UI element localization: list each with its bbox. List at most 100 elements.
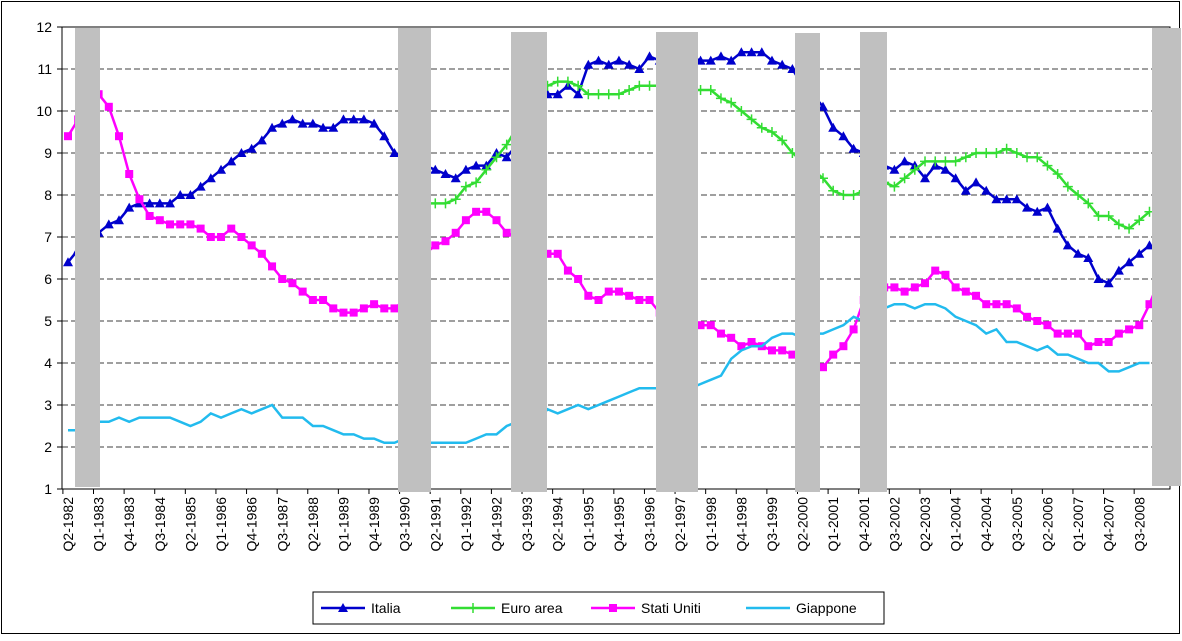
marker: [154, 198, 165, 208]
x-tick-label: Q3-1993: [519, 497, 535, 552]
marker: [217, 233, 226, 241]
marker: [1011, 148, 1022, 158]
marker: [1124, 257, 1135, 267]
legend-label: Euro area: [501, 600, 563, 616]
marker: [767, 346, 776, 355]
marker: [1073, 248, 1084, 258]
overlay-band: [398, 28, 431, 492]
marker: [920, 173, 931, 183]
x-tick-label: Q4-1995: [611, 497, 627, 552]
marker: [185, 190, 196, 199]
marker: [635, 296, 644, 304]
marker: [206, 233, 215, 241]
marker: [715, 51, 726, 61]
marker: [838, 190, 849, 200]
marker: [450, 194, 461, 205]
x-tick-label: Q4-2007: [1101, 497, 1117, 552]
y-tick-label: 6: [44, 271, 52, 287]
x-tick-label: Q3-2002: [886, 497, 902, 552]
marker: [543, 249, 552, 258]
marker: [103, 219, 114, 229]
marker: [552, 76, 563, 87]
marker: [706, 321, 715, 330]
marker: [450, 173, 461, 183]
marker: [950, 156, 961, 167]
marker: [603, 59, 614, 69]
marker: [502, 228, 511, 237]
marker: [1103, 211, 1114, 221]
marker: [461, 216, 470, 225]
marker: [196, 224, 205, 233]
marker: [818, 363, 827, 372]
marker: [501, 152, 512, 162]
y-tick-label: 5: [44, 313, 52, 329]
y-tick-label: 9: [44, 145, 52, 161]
x-tick-label: Q4-1989: [366, 497, 382, 552]
x-tick-label: Q2-2003: [917, 497, 933, 552]
marker: [899, 173, 910, 184]
marker: [471, 177, 482, 188]
marker: [501, 139, 512, 150]
y-tick-label: 1: [44, 481, 52, 497]
marker: [227, 224, 236, 233]
marker: [583, 89, 594, 100]
marker: [1113, 219, 1124, 230]
marker: [1001, 143, 1012, 154]
overlay-band: [860, 32, 887, 492]
legend-label: Stati Uniti: [641, 600, 701, 616]
marker: [961, 287, 970, 296]
marker: [931, 266, 940, 275]
marker: [176, 220, 185, 229]
marker: [940, 164, 951, 174]
marker: [339, 308, 348, 317]
marker: [379, 131, 390, 141]
marker: [256, 135, 267, 145]
marker: [981, 185, 992, 195]
marker: [472, 207, 481, 216]
marker: [348, 114, 359, 124]
marker: [115, 132, 124, 141]
marker: [1052, 169, 1063, 179]
marker: [727, 333, 736, 342]
marker: [278, 275, 287, 283]
x-tick-label: Q2-2000: [795, 497, 811, 552]
legend-label: Giappone: [796, 600, 857, 616]
marker: [766, 55, 777, 65]
marker: [125, 170, 134, 178]
marker: [1135, 321, 1144, 330]
marker: [573, 89, 584, 99]
y-tick-label: 4: [44, 355, 52, 371]
marker: [237, 233, 246, 241]
x-tick-label: Q1-2007: [1070, 497, 1086, 552]
marker: [338, 114, 349, 124]
series: [68, 302, 1150, 445]
marker: [910, 283, 919, 292]
marker: [441, 237, 450, 246]
marker: [267, 122, 278, 132]
marker: [848, 190, 859, 200]
marker: [1093, 274, 1104, 283]
marker: [960, 185, 971, 195]
marker: [166, 220, 175, 229]
marker: [338, 603, 348, 612]
marker: [838, 131, 849, 141]
y-tick-label: 3: [44, 397, 52, 413]
marker: [1093, 211, 1104, 221]
marker: [460, 181, 471, 192]
marker: [960, 152, 971, 163]
marker: [614, 287, 623, 296]
x-tick-label: Q4-1983: [121, 497, 137, 552]
y-tick-label: 8: [44, 187, 52, 203]
marker: [583, 59, 594, 69]
marker: [288, 279, 297, 288]
marker: [828, 122, 839, 132]
marker: [1012, 304, 1021, 313]
marker: [1083, 253, 1094, 262]
x-tick-label: Q1-2001: [825, 497, 841, 552]
x-tick-label: Q1-2004: [948, 497, 964, 552]
marker: [552, 89, 563, 99]
marker: [930, 156, 941, 167]
marker: [756, 47, 767, 57]
marker: [186, 220, 195, 229]
marker: [380, 304, 389, 313]
